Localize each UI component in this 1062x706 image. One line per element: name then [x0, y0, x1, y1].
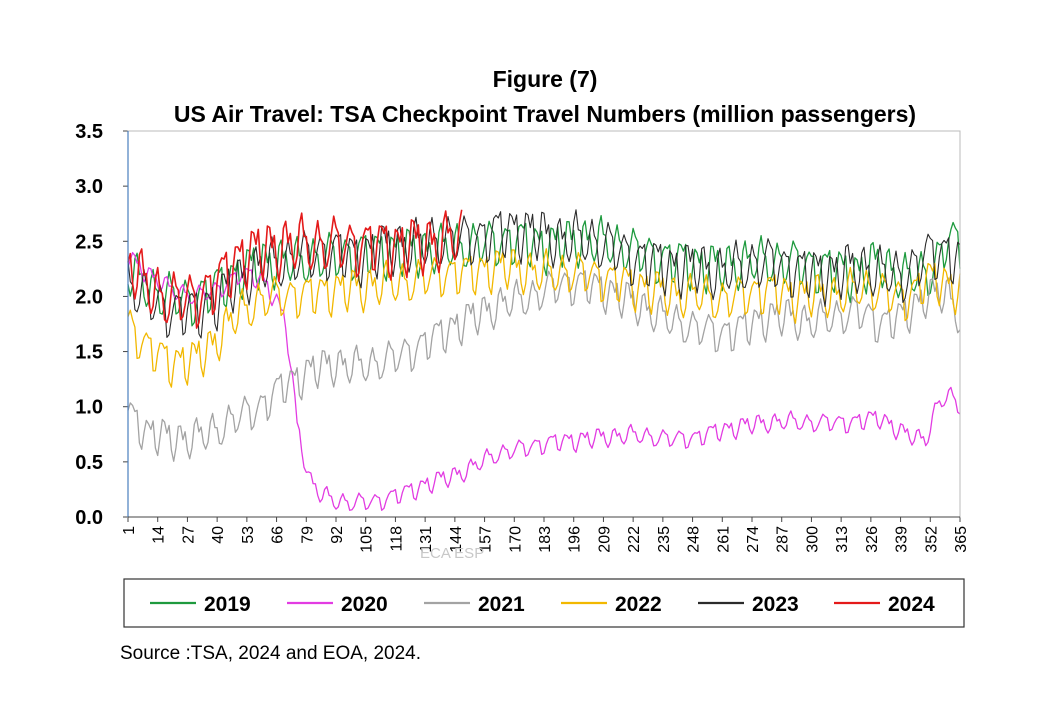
- chart-title: US Air Travel: TSA Checkpoint Travel Num…: [174, 101, 916, 127]
- x-tick-label: 339: [894, 526, 911, 553]
- y-tick-label: 2.5: [75, 231, 103, 253]
- figure-label: Figure (7): [493, 66, 598, 92]
- x-tick-label: 326: [864, 526, 881, 553]
- legend-item-2024: 2024: [834, 593, 935, 616]
- legend-item-2021: 2021: [424, 593, 525, 616]
- legend-label: 2022: [615, 593, 662, 616]
- series-line-2024: [127, 209, 463, 329]
- legend-item-2023: 2023: [698, 593, 799, 616]
- legend-item-2022: 2022: [561, 593, 662, 616]
- legend-label: 2019: [204, 593, 251, 616]
- x-tick-label: 222: [626, 526, 643, 553]
- legend-label: 2020: [341, 593, 388, 616]
- x-tick-label: 27: [180, 526, 197, 544]
- x-tick-label: 352: [923, 526, 940, 553]
- x-tick-label: 40: [210, 526, 227, 544]
- watermark: ECA ESP: [420, 545, 484, 562]
- x-tick-label: 170: [507, 526, 524, 553]
- source-note: Source :TSA, 2024 and EOA, 2024.: [120, 643, 422, 664]
- y-tick-label: 3.0: [75, 176, 103, 198]
- legend-label: 2024: [888, 593, 935, 616]
- legend-label: 2021: [478, 593, 525, 616]
- x-tick-label: 131: [418, 526, 435, 553]
- y-tick-label: 2.0: [75, 286, 103, 308]
- plot-border: [127, 130, 961, 518]
- x-tick-label: 196: [567, 526, 584, 553]
- y-tick-label: 1.0: [75, 397, 103, 419]
- x-tick-label: 261: [715, 526, 732, 553]
- x-tick-label: 66: [270, 526, 287, 544]
- x-tick-label: 53: [240, 526, 257, 544]
- series-line-2020: [127, 251, 961, 511]
- y-tick-label: 0.0: [75, 507, 103, 529]
- x-tick-label: 287: [775, 526, 792, 553]
- x-tick-label: 365: [953, 526, 970, 553]
- legend-item-2020: 2020: [287, 593, 388, 616]
- x-tick-label: 235: [656, 526, 673, 553]
- x-tick-label: 14: [151, 526, 168, 544]
- series-line-2021: [127, 270, 961, 462]
- x-tick-label: 183: [537, 526, 554, 553]
- legend-label: 2023: [752, 593, 799, 616]
- series-line-2023: [127, 209, 961, 339]
- x-tick-label: 79: [299, 526, 316, 544]
- y-tick-label: 0.5: [75, 452, 103, 474]
- x-tick-label: 92: [329, 526, 346, 544]
- x-tick-label: 118: [388, 526, 405, 552]
- x-tick-label: 105: [359, 526, 376, 553]
- series-line-2022: [127, 248, 961, 388]
- legend-item-2019: 2019: [150, 593, 251, 616]
- x-tick-label: 300: [804, 526, 821, 553]
- legend-box: [123, 578, 965, 628]
- y-tick-label: 1.5: [75, 342, 103, 364]
- x-tick-label: 248: [686, 526, 703, 553]
- x-tick-label: 313: [834, 526, 851, 553]
- x-tick-label: 274: [745, 526, 762, 553]
- x-tick-label: 144: [448, 526, 465, 553]
- y-tick-label: 3.5: [75, 121, 103, 143]
- x-tick-label: 157: [478, 526, 495, 553]
- x-tick-label: 1: [121, 526, 138, 535]
- x-tick-label: 209: [596, 526, 613, 553]
